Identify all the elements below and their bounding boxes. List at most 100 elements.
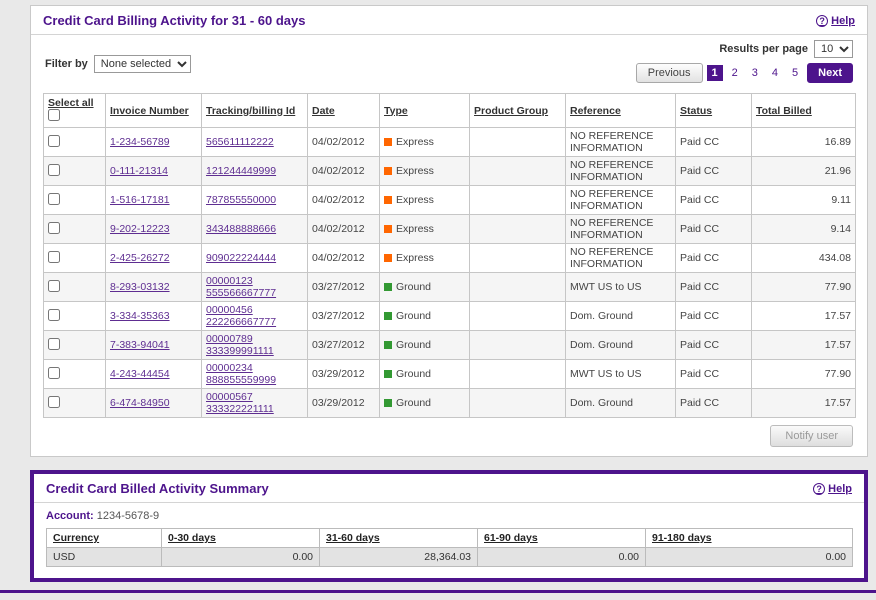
page-number-2[interactable]: 2: [731, 67, 738, 79]
row-checkbox[interactable]: [48, 279, 60, 292]
filter-by: Filter by None selected: [45, 55, 191, 73]
tracking-id-link[interactable]: 00000123 555566667777: [206, 275, 277, 299]
row-checkbox[interactable]: [48, 192, 60, 205]
summary-header-row: Currency 0-30 days 31-60 days 61-90 days…: [46, 528, 853, 548]
row-checkbox[interactable]: [48, 250, 60, 263]
table-row: 8-293-03132 00000123 555566667777 03/27/20…: [43, 272, 856, 302]
product-group-cell: [469, 243, 566, 273]
table-row: 0-111-21314 121244449999 04/02/2012 Express…: [43, 156, 856, 186]
ground-type-icon: [384, 283, 392, 291]
help-label: Help: [831, 14, 855, 27]
type-header[interactable]: Type: [379, 93, 470, 128]
row-checkbox[interactable]: [48, 163, 60, 176]
select-all-checkbox[interactable]: [48, 109, 60, 121]
date-cell: 04/02/2012: [307, 214, 380, 244]
row-checkbox[interactable]: [48, 134, 60, 147]
total-billed-cell: 16.89: [751, 127, 856, 157]
status-cell: Paid CC: [675, 359, 752, 389]
product-group-cell: [469, 214, 566, 244]
date-cell: 03/27/2012: [307, 301, 380, 331]
page-number-3[interactable]: 3: [751, 67, 758, 79]
date-cell: 04/02/2012: [307, 156, 380, 186]
account-value: 1234-5678-9: [96, 510, 160, 522]
previous-page-button[interactable]: Previous: [635, 63, 703, 83]
filter-by-label: Filter by: [45, 58, 88, 70]
invoice-number-link[interactable]: 4-243-44454: [110, 368, 170, 380]
ground-type-icon: [384, 312, 392, 320]
invoice-number-link[interactable]: 1-516-17181: [110, 194, 170, 206]
summary-cell: 0.00: [477, 547, 646, 567]
status-cell: Paid CC: [675, 185, 752, 215]
total-billed-header[interactable]: Total Billed: [751, 93, 856, 128]
status-cell: Paid CC: [675, 388, 752, 418]
invoice-number-link[interactable]: 8-293-03132: [110, 281, 170, 293]
tracking-id-link[interactable]: 00000567 333322221111: [206, 391, 274, 415]
row-checkbox[interactable]: [48, 366, 60, 379]
row-checkbox[interactable]: [48, 221, 60, 234]
billing-table-body: 1-234-56789 565611112222 04/02/2012 Express…: [43, 127, 856, 418]
row-select-cell: [43, 185, 106, 215]
reference-cell: Dom. Ground: [565, 301, 676, 331]
invoice-number-link[interactable]: 7-383-94041: [110, 339, 170, 351]
type-cell: Express: [379, 127, 470, 157]
row-select-cell: [43, 156, 106, 186]
reference-cell: NO REFERENCE INFORMATION: [565, 185, 676, 215]
tracking-id-link[interactable]: 00000789 333399991111: [206, 333, 274, 357]
status-header[interactable]: Status: [675, 93, 752, 128]
results-per-page-select[interactable]: 10: [814, 40, 853, 58]
tracking-id-link[interactable]: 787855550000: [206, 194, 277, 206]
summary-help-label: Help: [828, 482, 852, 495]
reference-cell: NO REFERENCE INFORMATION: [565, 156, 676, 186]
tracking-id-header[interactable]: Tracking/billing Id: [201, 93, 308, 128]
row-select-cell: [43, 359, 106, 389]
notify-user-button[interactable]: Notify user: [770, 425, 853, 447]
total-billed-cell: 434.08: [751, 243, 856, 273]
row-checkbox[interactable]: [48, 337, 60, 350]
summary-help-icon: ?: [813, 482, 826, 495]
invoice-number-link[interactable]: 3-334-35363: [110, 310, 170, 322]
invoice-number-link[interactable]: 1-234-56789: [110, 136, 170, 148]
billed-activity-summary-panel: Credit Card Billed Activity Summary ? He…: [30, 470, 868, 582]
next-page-button[interactable]: Next: [807, 63, 853, 83]
invoice-number-link[interactable]: 0-111-21314: [110, 165, 168, 177]
product-group-header[interactable]: Product Group: [469, 93, 566, 128]
row-select-cell: [43, 127, 106, 157]
summary-help-link[interactable]: ? Help: [813, 482, 852, 495]
date-cell: 04/02/2012: [307, 243, 380, 273]
date-cell: 03/29/2012: [307, 388, 380, 418]
invoice-number-link[interactable]: 9-202-12223: [110, 223, 170, 235]
tracking-id-link[interactable]: 00000456 222266667777: [206, 304, 277, 328]
billing-panel-header: Credit Card Billing Activity for 31 - 60…: [31, 6, 867, 35]
summary-row: USD 0.00 28,364.03 0.00 0.00: [46, 547, 853, 567]
tracking-id-link[interactable]: 565611112222: [206, 136, 274, 148]
tracking-id-link[interactable]: 00000234 888855559999: [206, 362, 277, 386]
date-cell: 03/27/2012: [307, 330, 380, 360]
reference-header[interactable]: Reference: [565, 93, 676, 128]
currency-header: Currency: [46, 528, 162, 548]
help-link[interactable]: ? Help: [816, 14, 855, 27]
filter-by-select[interactable]: None selected: [93, 55, 191, 73]
type-cell: Ground: [379, 272, 470, 302]
tracking-id-link[interactable]: 343488888666: [206, 223, 277, 235]
page-number-5[interactable]: 5: [792, 67, 799, 79]
total-billed-cell: 17.57: [751, 388, 856, 418]
date-header[interactable]: Date: [307, 93, 380, 128]
summary-cell: 0.00: [645, 547, 853, 567]
invoice-number-header[interactable]: Invoice Number: [105, 93, 202, 128]
type-cell: Ground: [379, 330, 470, 360]
tracking-id-link[interactable]: 121244449999: [206, 165, 277, 177]
tracking-id-link[interactable]: 909022224444: [206, 252, 277, 264]
invoice-number-link[interactable]: 2-425-26272: [110, 252, 170, 264]
product-group-cell: [469, 330, 566, 360]
page-number-4[interactable]: 4: [771, 67, 779, 79]
results-per-page: Results per page 10: [719, 40, 853, 58]
reference-cell: Dom. Ground: [565, 330, 676, 360]
row-checkbox[interactable]: [48, 308, 60, 321]
invoice-number-link[interactable]: 6-474-84950: [110, 397, 170, 409]
express-type-icon: [384, 225, 392, 233]
page-number-1[interactable]: 1: [706, 65, 723, 81]
row-checkbox[interactable]: [48, 395, 60, 408]
total-billed-cell: 77.90: [751, 272, 856, 302]
status-cell: Paid CC: [675, 214, 752, 244]
date-cell: 03/27/2012: [307, 272, 380, 302]
